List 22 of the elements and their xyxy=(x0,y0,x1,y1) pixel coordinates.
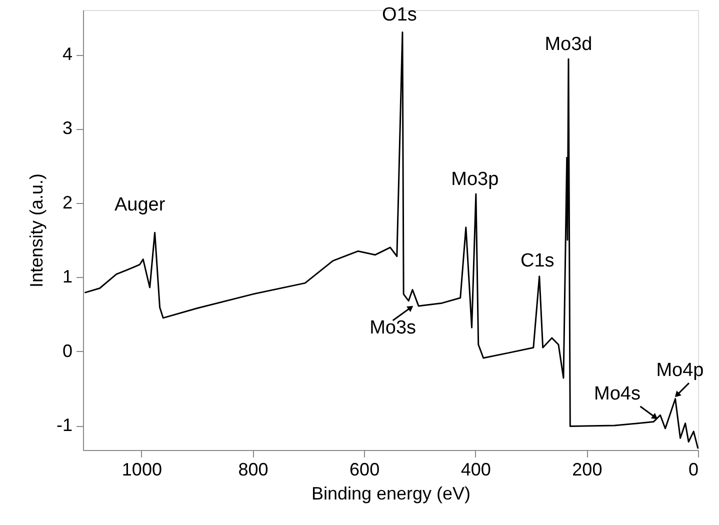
x-tick-label: 800 xyxy=(238,460,268,480)
annotation: Mo3p xyxy=(451,169,499,190)
x-tick-label: 200 xyxy=(572,460,602,480)
y-tick-label: 0 xyxy=(62,340,72,361)
annotation: O1s xyxy=(382,4,417,26)
x-axis-title: Binding energy (eV) xyxy=(311,484,471,504)
annotation: C1s xyxy=(520,250,554,272)
annotation: Auger xyxy=(114,194,166,216)
annotation: Mo3s xyxy=(370,318,416,339)
y-tick-label: 3 xyxy=(62,118,72,138)
y-tick-label: 4 xyxy=(62,44,72,64)
annotation: Mo4p xyxy=(656,360,704,382)
x-tick-label: 600 xyxy=(350,460,380,480)
annotation: Mo3d xyxy=(544,34,592,55)
y-tick-label: 1 xyxy=(62,266,72,287)
x-tick-label: 0 xyxy=(688,460,698,480)
y-tick-label: 2 xyxy=(62,192,72,212)
x-tick-label: 1000 xyxy=(122,460,162,480)
x-tick-label: 400 xyxy=(460,460,491,480)
y-tick-label: -1 xyxy=(56,415,72,436)
y-axis-title: Intensity (a.u.) xyxy=(26,173,46,288)
annotation: Mo4s xyxy=(594,383,640,404)
